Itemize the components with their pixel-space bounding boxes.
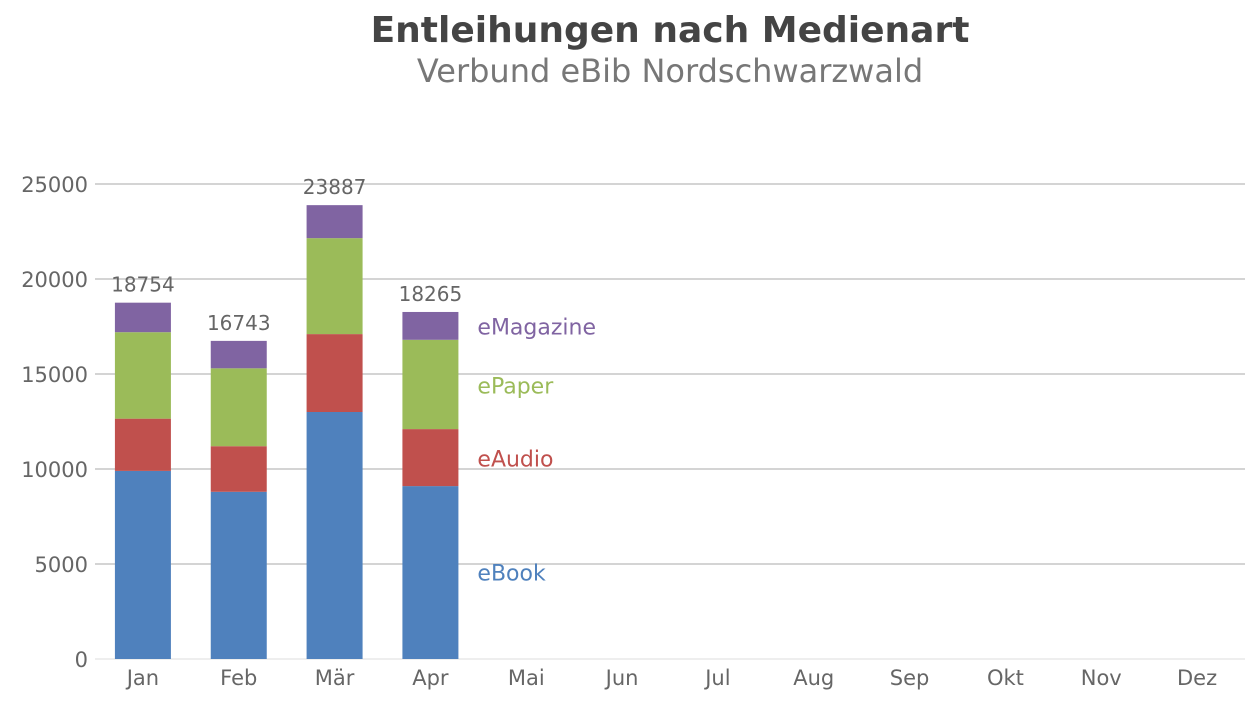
bar-segment-emagazine bbox=[210, 340, 267, 369]
total-label: 18265 bbox=[399, 282, 463, 306]
bar-segment-ebook bbox=[306, 412, 363, 659]
x-tick-label: Jan bbox=[125, 666, 159, 690]
x-tick-label: Jun bbox=[604, 666, 639, 690]
bar-segment-emagazine bbox=[306, 205, 363, 239]
bar-segment-ebook bbox=[114, 470, 171, 659]
bar-segment-eaudio bbox=[402, 429, 459, 487]
bars bbox=[114, 205, 459, 659]
bar-segment-epaper bbox=[210, 368, 267, 447]
total-label: 16743 bbox=[207, 311, 271, 335]
x-axis-ticks: Jan Feb Mär Apr Mai Jun Jul Aug Sep Okt Nov Dez bbox=[125, 666, 1217, 690]
y-tick-label: 0 bbox=[75, 648, 88, 672]
y-axis-ticks: 0 5000 10000 15000 20000 25000 bbox=[21, 173, 88, 672]
x-tick-label: Nov bbox=[1081, 666, 1122, 690]
total-labels: 18754 16743 23887 18265 bbox=[111, 175, 462, 335]
chart-subtitle: Verbund eBib Nordschwarzwald bbox=[416, 52, 924, 90]
bar-segment-epaper bbox=[306, 238, 363, 335]
series-label-epaper: ePaper bbox=[477, 374, 554, 399]
x-tick-label: Okt bbox=[987, 666, 1024, 690]
x-tick-label: Jul bbox=[703, 666, 730, 690]
x-tick-label: Aug bbox=[793, 666, 834, 690]
x-tick-label: Mär bbox=[315, 666, 355, 690]
y-tick-label: 25000 bbox=[21, 173, 88, 197]
bar-segment-ebook bbox=[210, 491, 267, 659]
y-tick-label: 15000 bbox=[21, 363, 88, 387]
series-label-ebook: eBook bbox=[477, 562, 546, 587]
bar-segment-ebook bbox=[402, 486, 459, 659]
bar-segment-eaudio bbox=[114, 418, 171, 471]
series-label-emagazine: eMagazine bbox=[477, 316, 596, 341]
y-tick-label: 5000 bbox=[35, 553, 88, 577]
x-tick-label: Dez bbox=[1177, 666, 1217, 690]
bar-segment-eaudio bbox=[306, 334, 363, 412]
y-tick-label: 20000 bbox=[21, 268, 88, 292]
gridlines bbox=[95, 183, 1245, 660]
bar-segment-emagazine bbox=[402, 311, 459, 340]
bar-segment-epaper bbox=[114, 332, 171, 419]
total-label: 23887 bbox=[303, 175, 367, 199]
bar-segment-eaudio bbox=[210, 446, 267, 492]
x-tick-label: Feb bbox=[220, 666, 257, 690]
x-tick-label: Mai bbox=[508, 666, 545, 690]
y-tick-label: 10000 bbox=[21, 458, 88, 482]
bar-segment-epaper bbox=[402, 339, 459, 430]
chart-title: Entleihungen nach Medienart bbox=[370, 10, 970, 51]
bar-segment-emagazine bbox=[114, 302, 171, 333]
series-label-eaudio: eAudio bbox=[477, 448, 553, 473]
series-labels: eBook eAudio ePaper eMagazine bbox=[477, 316, 596, 587]
total-label: 18754 bbox=[111, 273, 175, 297]
x-tick-label: Sep bbox=[890, 666, 930, 690]
x-tick-label: Apr bbox=[412, 666, 449, 690]
